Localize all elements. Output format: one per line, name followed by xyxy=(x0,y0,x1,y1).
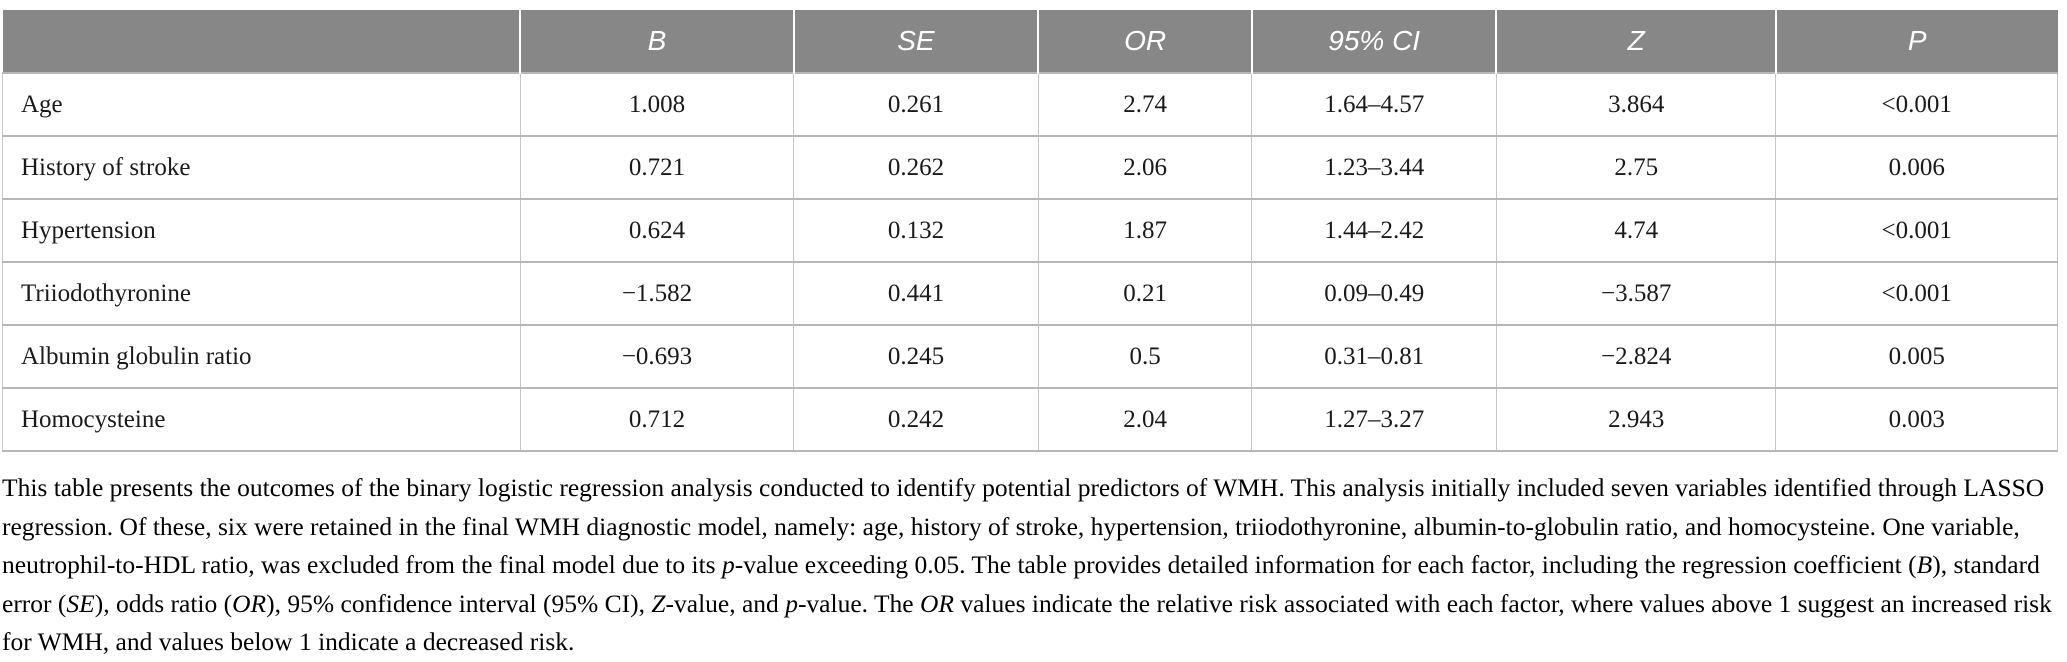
table-row-homocysteine: Homocysteine 0.712 0.242 2.04 1.27–3.27 … xyxy=(2,387,2058,452)
cell-ci: 0.09–0.49 xyxy=(1251,261,1497,326)
cell-b: 0.712 xyxy=(519,387,795,452)
table-row-triiodothyronine: Triiodothyronine −1.582 0.441 0.21 0.09–… xyxy=(2,261,2058,326)
cell-b: 1.008 xyxy=(519,72,795,137)
column-header-variable xyxy=(2,10,521,73)
cell-z: 3.864 xyxy=(1495,72,1777,137)
cell-z: −2.824 xyxy=(1495,324,1777,389)
row-label: Triiodothyronine xyxy=(2,261,521,326)
cell-or: 2.04 xyxy=(1037,387,1253,452)
cell-p: 0.003 xyxy=(1775,387,2058,452)
table-header-row: B SE OR 95% CI Z P xyxy=(2,10,2058,73)
cell-z: 2.943 xyxy=(1495,387,1777,452)
cell-or: 2.74 xyxy=(1037,72,1253,137)
table-note: This table presents the outcomes of the … xyxy=(2,473,2052,656)
cell-b: 0.624 xyxy=(519,198,795,263)
cell-b: −0.693 xyxy=(519,324,795,389)
cell-se: 0.261 xyxy=(793,72,1039,137)
regression-results-table: B SE OR 95% CI Z P Age 1.008 0.261 2.74 … xyxy=(2,10,2058,452)
column-header-se: SE xyxy=(792,10,1039,73)
table-row-hypertension: Hypertension 0.624 0.132 1.87 1.44–2.42 … xyxy=(2,198,2058,263)
cell-se: 0.441 xyxy=(793,261,1039,326)
table-row-history-of-stroke: History of stroke 0.721 0.262 2.06 1.23–… xyxy=(2,135,2058,200)
cell-p: 0.005 xyxy=(1775,324,2058,389)
cell-p: <0.001 xyxy=(1775,72,2058,137)
column-header-ci: 95% CI xyxy=(1250,10,1497,73)
row-label: Age xyxy=(2,72,521,137)
cell-p: 0.006 xyxy=(1775,135,2058,200)
cell-z: 2.75 xyxy=(1495,135,1777,200)
column-header-z: Z xyxy=(1495,10,1776,73)
cell-ci: 1.23–3.44 xyxy=(1251,135,1497,200)
cell-p: <0.001 xyxy=(1775,261,2058,326)
cell-or: 1.87 xyxy=(1037,198,1253,263)
column-header-or: OR xyxy=(1037,10,1252,73)
cell-z: 4.74 xyxy=(1495,198,1777,263)
cell-or: 2.06 xyxy=(1037,135,1253,200)
cell-se: 0.262 xyxy=(793,135,1039,200)
cell-b: 0.721 xyxy=(519,135,795,200)
cell-ci: 1.44–2.42 xyxy=(1251,198,1497,263)
cell-ci: 1.64–4.57 xyxy=(1251,72,1497,137)
cell-ci: 0.31–0.81 xyxy=(1251,324,1497,389)
cell-ci: 1.27–3.27 xyxy=(1251,387,1497,452)
row-label: History of stroke xyxy=(2,135,521,200)
cell-se: 0.242 xyxy=(793,387,1039,452)
table-row-albumin-globulin-ratio: Albumin globulin ratio −0.693 0.245 0.5 … xyxy=(2,324,2058,389)
cell-se: 0.245 xyxy=(793,324,1039,389)
table-row-age: Age 1.008 0.261 2.74 1.64–4.57 3.864 <0.… xyxy=(2,72,2058,137)
cell-b: −1.582 xyxy=(519,261,795,326)
cell-or: 0.5 xyxy=(1037,324,1253,389)
column-header-p: P xyxy=(1774,10,2058,73)
cell-or: 0.21 xyxy=(1037,261,1253,326)
cell-p: <0.001 xyxy=(1775,198,2058,263)
cell-se: 0.132 xyxy=(793,198,1039,263)
row-label: Albumin globulin ratio xyxy=(2,324,521,389)
row-label: Hypertension xyxy=(2,198,521,263)
paper-table-figure: B SE OR 95% CI Z P Age 1.008 0.261 2.74 … xyxy=(0,10,2067,656)
row-label: Homocysteine xyxy=(2,387,521,452)
cell-z: −3.587 xyxy=(1495,261,1777,326)
column-header-b: B xyxy=(519,10,794,73)
